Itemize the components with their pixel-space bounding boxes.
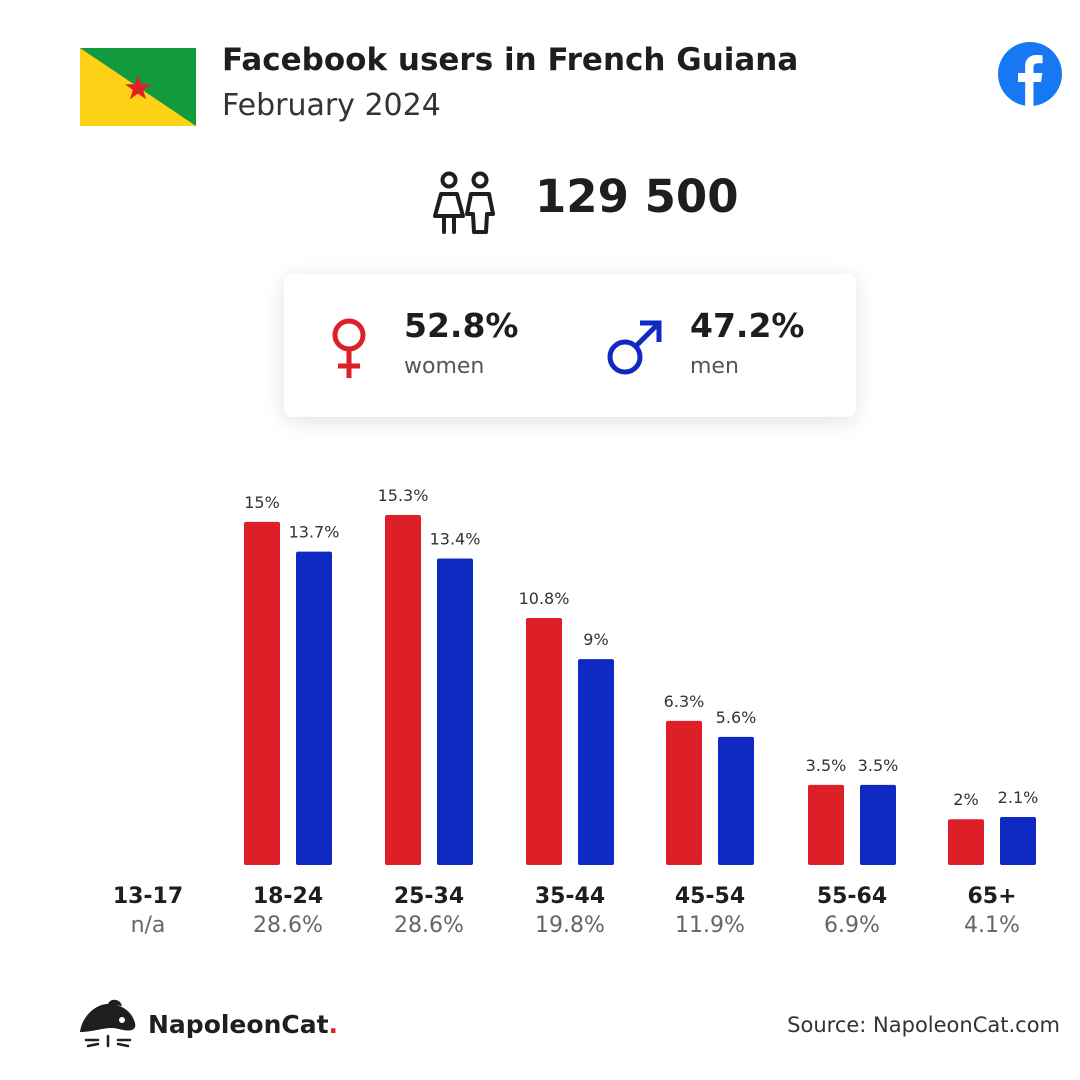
data-label-men-65+: 2.1%: [998, 788, 1039, 807]
data-label-women-18-24: 15%: [244, 493, 280, 512]
bar-men-25-34: [437, 558, 473, 865]
age-label: 65+: [967, 884, 1017, 909]
bar-women-18-24: [244, 521, 280, 865]
gender-split-card: 52.8% women 47.2% men: [284, 274, 856, 417]
bar-women-25-34: [385, 515, 421, 865]
data-label-women-65+: 2%: [953, 790, 978, 809]
bar-women-35-44: [526, 617, 562, 865]
bar-men-55-64: [860, 784, 896, 865]
age-label: 13-17: [112, 884, 184, 909]
data-label-men-18-24: 13.7%: [289, 523, 340, 542]
men-label: men: [690, 354, 739, 379]
age-group-35-44: 35-44 19.8%: [510, 884, 630, 938]
data-label-men-25-34: 13.4%: [430, 529, 481, 548]
bar-women-55-64: [808, 784, 844, 865]
female-symbol-icon: [332, 318, 366, 378]
women-percent: 52.8%: [404, 306, 519, 345]
age-share: 4.1%: [964, 913, 1020, 938]
data-label-men-35-44: 9%: [583, 630, 608, 649]
bar-men-35-44: [578, 659, 614, 865]
data-label-women-35-44: 10.8%: [519, 589, 570, 608]
bar-men-65+: [1000, 816, 1036, 865]
age-gender-bar-chart: 15% 13.7% 15.3% 13.4% 10.8% 9% 6.3% 5.6% 3.5% 3.5…: [244, 486, 1039, 865]
age-label: 55-64: [816, 884, 888, 909]
total-users-value: 129 500: [535, 170, 739, 223]
page-subtitle: February 2024: [222, 88, 441, 123]
data-label-men-45-54: 5.6%: [716, 708, 757, 727]
age-share: 19.8%: [535, 913, 605, 938]
age-label: 25-34: [393, 884, 465, 909]
french-guiana-flag: [80, 48, 196, 126]
age-group-65+: 65+ 4.1%: [932, 884, 1052, 938]
napoleoncat-logo-icon: [80, 999, 136, 1048]
page-title: Facebook users in French Guiana: [222, 42, 799, 78]
age-group-25-34: 25-34 28.6%: [369, 884, 489, 938]
people-icon: [433, 171, 495, 234]
age-share: n/a: [130, 913, 166, 938]
bar-men-18-24: [296, 551, 332, 865]
data-label-women-45-54: 6.3%: [664, 692, 705, 711]
data-label-men-55-64: 3.5%: [858, 756, 899, 775]
age-share: 11.9%: [675, 913, 745, 938]
age-label: 18-24: [252, 884, 324, 909]
data-label-women-55-64: 3.5%: [806, 756, 847, 775]
bar-women-65+: [948, 819, 984, 865]
bar-women-45-54: [666, 720, 702, 865]
age-group-13-17: 13-17 n/a: [88, 884, 208, 938]
age-group-45-54: 45-54 11.9%: [650, 884, 770, 938]
source-note: Source: NapoleonCat.com: [787, 1013, 1060, 1037]
men-percent: 47.2%: [690, 306, 805, 345]
male-symbol-icon: [607, 320, 662, 375]
age-group-18-24: 18-24 28.6%: [228, 884, 348, 938]
brand-name: NapoleonCat.: [148, 1010, 339, 1039]
age-share: 6.9%: [824, 913, 880, 938]
age-label: 45-54: [674, 884, 746, 909]
age-share: 28.6%: [253, 913, 323, 938]
age-share: 28.6%: [394, 913, 464, 938]
data-label-women-25-34: 15.3%: [378, 486, 429, 505]
age-group-55-64: 55-64 6.9%: [792, 884, 912, 938]
bar-men-45-54: [718, 736, 754, 865]
age-label: 35-44: [534, 884, 606, 909]
facebook-logo-icon: [998, 42, 1062, 106]
women-label: women: [404, 354, 485, 379]
